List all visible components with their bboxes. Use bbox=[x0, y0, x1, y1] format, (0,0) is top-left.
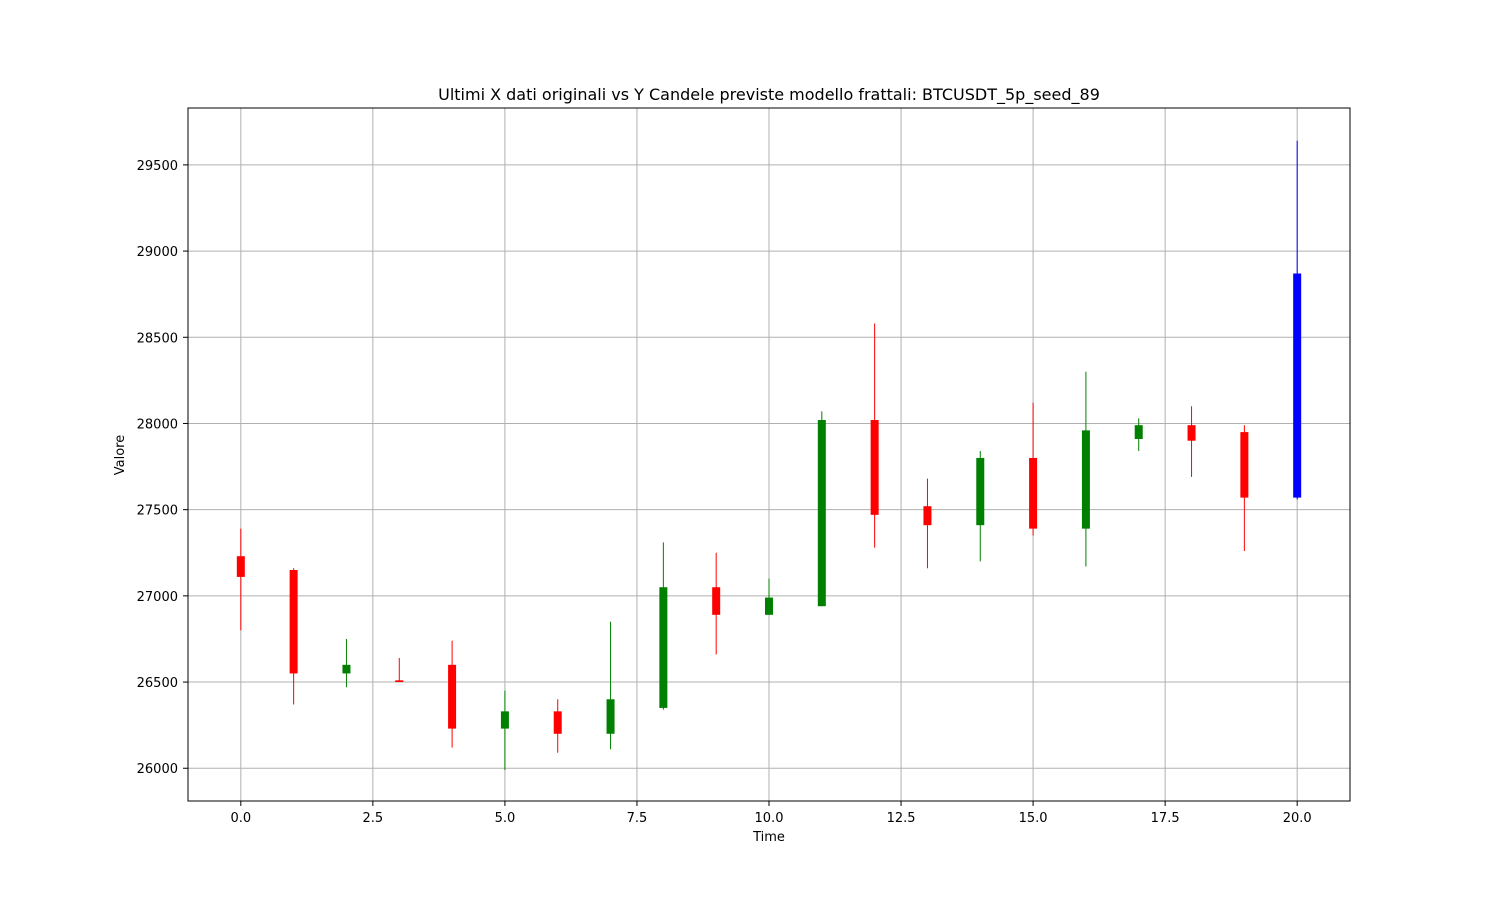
y-tick-label: 29000 bbox=[137, 245, 178, 260]
candle bbox=[289, 568, 298, 705]
candle-body bbox=[1081, 430, 1090, 529]
candle bbox=[1187, 406, 1196, 477]
x-tick-label: 20.0 bbox=[1283, 811, 1312, 826]
x-tick-label: 17.5 bbox=[1151, 811, 1180, 826]
candle-body bbox=[395, 680, 404, 683]
candle-body bbox=[817, 420, 826, 607]
candle-body bbox=[1187, 425, 1196, 441]
candle bbox=[659, 542, 668, 710]
candle-body bbox=[1240, 432, 1249, 498]
candle-body bbox=[448, 664, 457, 729]
y-tick-label: 27500 bbox=[137, 504, 178, 519]
candle bbox=[500, 690, 509, 770]
y-tick-label: 26000 bbox=[137, 762, 178, 777]
y-tick-label: 26500 bbox=[137, 676, 178, 691]
candle bbox=[1293, 140, 1302, 500]
candle bbox=[553, 699, 562, 753]
x-tick-label: 5.0 bbox=[495, 811, 516, 826]
y-tick-label: 28500 bbox=[137, 331, 178, 346]
candle bbox=[1081, 371, 1090, 567]
candle bbox=[923, 478, 932, 569]
candle-body bbox=[342, 664, 351, 674]
candle-body bbox=[923, 506, 932, 526]
candle-body bbox=[1134, 425, 1143, 439]
candle bbox=[236, 528, 245, 631]
candle bbox=[342, 638, 351, 688]
y-axis-title: Valore bbox=[113, 435, 128, 475]
candle bbox=[817, 411, 826, 607]
y-tick-label: 27000 bbox=[137, 590, 178, 605]
grid-lines bbox=[188, 108, 1350, 801]
x-tick-label: 10.0 bbox=[755, 811, 784, 826]
candle-body bbox=[1293, 273, 1302, 498]
candle-body bbox=[553, 711, 562, 734]
x-tick-label: 0.0 bbox=[230, 811, 251, 826]
x-axis-title: Time bbox=[752, 830, 785, 845]
candle bbox=[976, 451, 985, 562]
candle-body bbox=[606, 699, 615, 734]
y-tick-label: 28000 bbox=[137, 417, 178, 432]
x-tick-label: 12.5 bbox=[887, 811, 916, 826]
x-tick-label: 2.5 bbox=[363, 811, 384, 826]
chart-title: Ultimi X dati originali vs Y Candele pre… bbox=[438, 85, 1100, 105]
candle bbox=[448, 640, 457, 748]
y-axis-ticks: 26000 26500 27000 27500 28000 28500 29000 29500 bbox=[137, 159, 188, 777]
x-tick-label: 7.5 bbox=[627, 811, 648, 826]
candle-body bbox=[712, 587, 721, 615]
candle bbox=[1134, 418, 1143, 452]
candle-body bbox=[976, 457, 985, 526]
candle-body bbox=[765, 597, 773, 615]
candles bbox=[236, 140, 1302, 770]
candle-body bbox=[500, 711, 509, 729]
x-tick-label: 15.0 bbox=[1019, 811, 1048, 826]
candle bbox=[395, 657, 404, 683]
candle-body bbox=[870, 420, 879, 515]
candle bbox=[870, 323, 879, 548]
candle-body bbox=[289, 570, 298, 674]
y-tick-label: 29500 bbox=[137, 159, 178, 174]
candle-body bbox=[659, 587, 668, 708]
candle-body bbox=[236, 556, 245, 577]
x-axis-ticks: 0.0 2.5 5.0 7.5 10.0 12.5 15.0 17.5 20.0 bbox=[230, 801, 1312, 826]
candle bbox=[712, 552, 721, 655]
candle-body bbox=[1029, 457, 1038, 529]
candle bbox=[765, 578, 773, 615]
candle bbox=[1029, 402, 1038, 536]
candle bbox=[606, 621, 615, 750]
candle bbox=[1240, 425, 1249, 552]
